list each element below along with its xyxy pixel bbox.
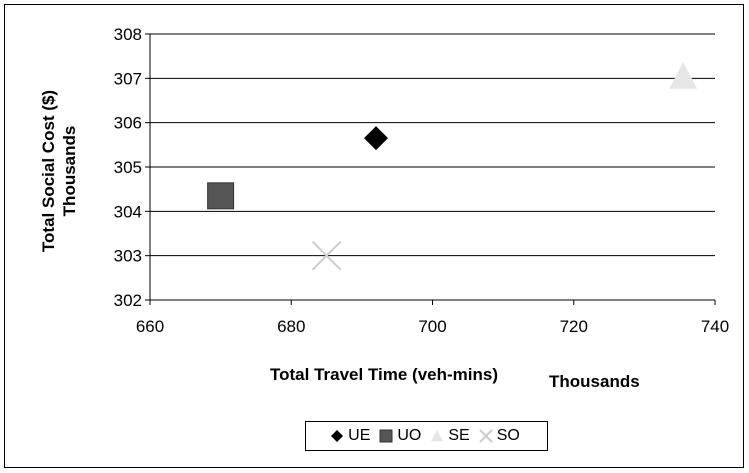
legend-label: UO	[397, 427, 421, 445]
legend-marker-so	[478, 428, 494, 444]
legend: UE UO SE SO	[305, 421, 548, 451]
y-axis-title: Total Social Cost ($)	[39, 90, 58, 252]
gridlines	[150, 34, 715, 256]
legend-symbol	[380, 430, 392, 442]
x-tick-label: 660	[136, 317, 164, 336]
y-tick-labels: 302 303 304 305 306 307 308	[114, 25, 142, 310]
legend-symbol	[480, 430, 492, 442]
x-tick-label: 720	[560, 317, 588, 336]
x-tick-label: 680	[277, 317, 305, 336]
y-tick-label: 302	[114, 291, 142, 310]
legend-label: SE	[448, 427, 469, 445]
point-ue	[364, 126, 388, 150]
legend-item-ue: UE	[329, 427, 370, 445]
y-tick-label: 305	[114, 158, 142, 177]
legend-marker-se	[429, 428, 445, 444]
legend-label: UE	[348, 427, 370, 445]
point-uo	[208, 183, 234, 209]
data-points	[208, 62, 698, 270]
x-axis-title: Total Travel Time (veh-mins)	[270, 365, 498, 384]
y-axis-unit-note: Thousands	[60, 126, 79, 217]
legend-marker-uo	[378, 428, 394, 444]
point-se	[669, 62, 697, 89]
x-tick-label: 700	[418, 317, 446, 336]
legend-item-so: SO	[478, 427, 520, 445]
y-tick-label: 303	[114, 247, 142, 266]
y-tick-label: 307	[114, 69, 142, 88]
legend-item-uo: UO	[378, 427, 421, 445]
legend-item-se: SE	[429, 427, 469, 445]
y-tick-label: 308	[114, 25, 142, 44]
legend-label: SO	[497, 427, 520, 445]
y-tick-label: 304	[114, 202, 142, 221]
axes	[145, 34, 715, 305]
legend-marker-ue	[329, 428, 345, 444]
x-axis-unit-note: Thousands	[549, 372, 640, 391]
legend-symbol	[431, 430, 443, 441]
y-tick-label: 306	[114, 114, 142, 133]
x-tick-label: 740	[701, 317, 729, 336]
legend-symbol	[331, 430, 343, 442]
x-tick-labels: 660 680 700 720 740	[136, 317, 729, 336]
